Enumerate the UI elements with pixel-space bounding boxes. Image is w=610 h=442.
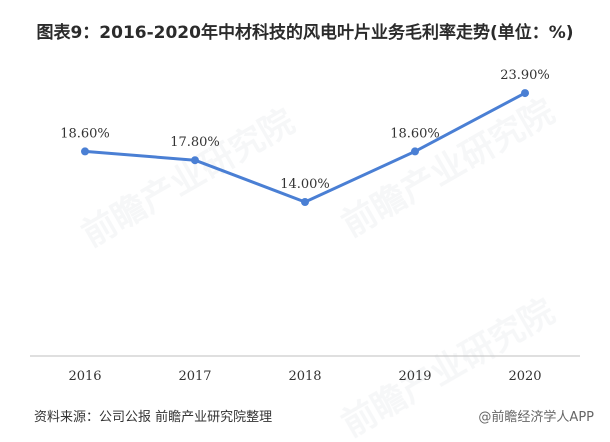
- data-labels: 18.60% 17.80% 14.00% 18.60% 23.90%: [60, 68, 550, 192]
- data-label: 18.60%: [60, 126, 110, 141]
- data-label: 17.80%: [170, 135, 220, 150]
- data-point: [521, 89, 529, 98]
- data-label: 14.00%: [280, 177, 330, 192]
- data-label: 18.60%: [390, 126, 440, 141]
- data-point: [191, 156, 199, 165]
- x-tick-label: 2020: [508, 369, 541, 384]
- x-tick-label: 2018: [288, 369, 321, 384]
- x-tick-label: 2017: [178, 369, 211, 384]
- data-points: [81, 89, 529, 206]
- watermark-layer: 前瞻产业研究院 前瞻产业研究院 前瞻产业研究院: [75, 91, 561, 442]
- chart-title: 图表9：2016-2020年中材科技的风电叶片业务毛利率走势(单位：%): [36, 23, 574, 43]
- brand-mark: @前瞻经济学人APP: [478, 410, 594, 425]
- watermark-text: 前瞻产业研究院: [75, 101, 301, 255]
- data-point: [411, 147, 419, 156]
- x-tick-labels: 2016 2017 2018 2019 2020: [68, 369, 541, 384]
- data-point: [301, 198, 309, 206]
- x-tick-label: 2019: [398, 369, 431, 384]
- data-label: 23.90%: [500, 68, 550, 83]
- data-point: [81, 147, 89, 156]
- watermark-text: 前瞻产业研究院: [335, 91, 561, 245]
- source-note: 资料来源：公司公报 前瞻产业研究院整理: [34, 410, 273, 425]
- x-tick-label: 2016: [68, 369, 101, 384]
